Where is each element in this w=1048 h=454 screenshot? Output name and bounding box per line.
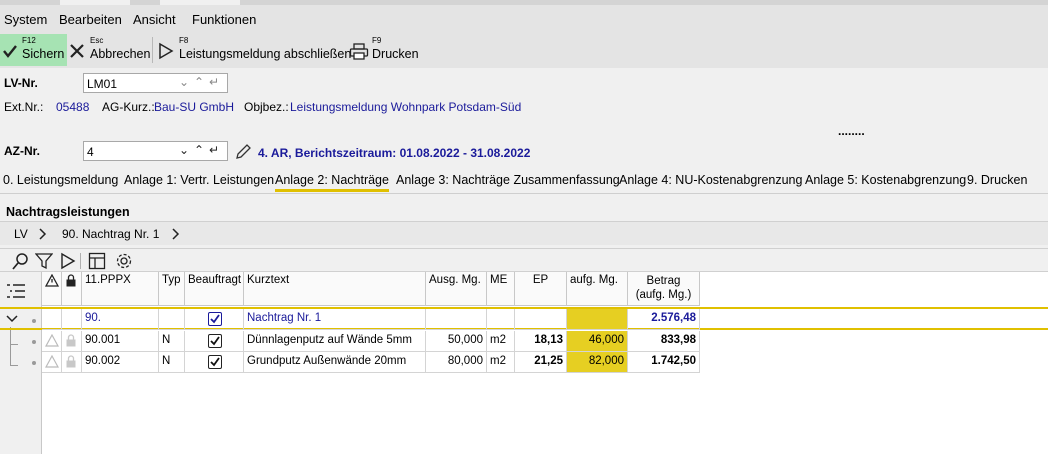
complete-report-button[interactable]: F8 Leistungsmeldung abschließen <box>157 34 351 66</box>
col-me[interactable]: ME <box>487 272 515 306</box>
col-warning[interactable] <box>42 272 62 306</box>
beauftragt-checkbox[interactable] <box>208 355 222 369</box>
enter-icon[interactable]: ↵ <box>209 75 220 89</box>
filter-icon[interactable] <box>35 252 53 270</box>
chevron-right-icon[interactable] <box>171 228 181 240</box>
row-dot <box>32 319 36 323</box>
lock-icon <box>66 355 76 368</box>
window-tab <box>160 0 240 5</box>
ag-value: Bau-SU GmbH <box>154 100 235 114</box>
col-ep[interactable]: EP <box>515 272 567 306</box>
play-icon[interactable] <box>59 252 77 270</box>
print-button[interactable]: F9 Drucken <box>348 34 420 66</box>
lv-label: LV-Nr. <box>4 76 38 90</box>
breadcrumb: LV 90. Nachtrag Nr. 1 <box>0 221 1048 245</box>
cancel-button[interactable]: Esc Abbrechen <box>68 34 150 66</box>
printer-icon <box>349 43 369 60</box>
menu-ansicht[interactable]: Ansicht <box>133 12 176 27</box>
tab-anlage-2[interactable]: Anlage 2: Nachträge <box>275 173 389 192</box>
tab-anlage-5[interactable]: Anlage 5: Kostenabgrenzung <box>805 173 967 187</box>
col-betrag[interactable]: Betrag (aufg. Mg.) <box>628 272 700 306</box>
lv-input[interactable]: LM01 ⌄ ⌃ ↵ <box>83 73 228 93</box>
tab-anlage-3[interactable]: Anlage 3: Nachträge Zusammenfassung <box>396 173 620 187</box>
ext-value: 05488 <box>56 100 90 114</box>
az-input[interactable]: 4 ⌄ ⌃ ↵ <box>83 141 228 161</box>
row-dot <box>32 340 36 344</box>
tab-drucken[interactable]: 9. Drucken <box>967 173 1028 187</box>
col-aufg-mg[interactable]: aufg. Mg. <box>567 272 628 306</box>
ext-label: Ext.Nr.: <box>4 100 44 114</box>
data-grid: 11.PPPX Typ Beauftragt Kurztext Ausg. Mg… <box>0 272 1048 454</box>
enter-icon[interactable]: ↵ <box>209 143 220 157</box>
breadcrumb-nachtrag[interactable]: 90. Nachtrag Nr. 1 <box>62 227 160 241</box>
play-icon <box>159 42 174 60</box>
more-dots[interactable]: ........ <box>838 124 865 138</box>
toolbar: F12 Sichern Esc Abbrechen F8 Leistungsme… <box>0 32 1048 68</box>
title-strip <box>0 0 1048 5</box>
warning-icon <box>44 333 60 347</box>
tab-anlage-4[interactable]: Anlage 4: NU-Kostenabgrenzung <box>619 173 803 187</box>
save-button[interactable]: F12 Sichern <box>0 34 67 66</box>
pencil-icon[interactable] <box>234 143 252 161</box>
tree-line <box>10 327 11 365</box>
tab-bar: 0. Leistungsmeldung Anlage 1: Vertr. Lei… <box>0 170 1048 192</box>
tab-leistungsmeldung[interactable]: 0. Leistungsmeldung <box>3 173 119 187</box>
divider <box>0 193 1048 194</box>
list-outline-icon[interactable] <box>6 282 26 300</box>
section-title: Nachtragsleistungen <box>6 205 130 219</box>
chevron-up-icon[interactable]: ⌃ <box>194 143 205 157</box>
az-info: 4. AR, Berichtszeitraum: 01.08.2022 - 31… <box>258 146 531 160</box>
beauftragt-checkbox[interactable] <box>208 312 222 326</box>
col-typ[interactable]: Typ <box>159 272 185 306</box>
tree-line <box>10 365 18 366</box>
toolbar-separator <box>80 253 81 269</box>
toolbar-separator <box>152 37 153 63</box>
row-dot <box>32 361 36 365</box>
objbez-value: Leistungsmeldung Wohnpark Potsdam-Süd <box>290 100 522 114</box>
grid-toolbar <box>0 248 1048 272</box>
ag-label: AG-Kurz.: <box>102 100 155 114</box>
objbez-label: Objbez.: <box>244 100 289 114</box>
chevron-right-icon <box>39 228 47 240</box>
gear-icon[interactable] <box>115 252 133 270</box>
checkmark-icon <box>3 45 17 58</box>
menu-funktionen[interactable]: Funktionen <box>192 12 257 27</box>
warning-icon <box>44 273 60 287</box>
chevron-up-icon[interactable]: ⌃ <box>194 75 205 89</box>
row-indicator-pane <box>0 272 42 454</box>
col-lock[interactable] <box>62 272 82 306</box>
menu-bar: System Bearbeiten Ansicht Funktionen <box>0 5 1048 32</box>
warning-icon <box>44 354 60 368</box>
close-icon <box>70 44 84 58</box>
chevron-down-icon[interactable] <box>6 314 18 324</box>
layout-icon[interactable] <box>88 252 106 270</box>
col-beauftragt[interactable]: Beauftragt <box>185 272 244 306</box>
search-icon[interactable] <box>12 252 30 270</box>
menu-system[interactable]: System <box>4 12 48 27</box>
chevron-down-icon[interactable]: ⌄ <box>179 143 190 157</box>
tab-anlage-1[interactable]: Anlage 1: Vertr. Leistungen <box>124 173 275 187</box>
breadcrumb-lv[interactable]: LV <box>14 227 28 241</box>
col-pos[interactable]: 11.PPPX <box>82 272 159 306</box>
tree-line <box>10 344 18 345</box>
lock-icon <box>66 274 76 287</box>
chevron-down-icon[interactable]: ⌄ <box>179 75 190 89</box>
col-ausg-mg[interactable]: Ausg. Mg. <box>426 272 487 306</box>
beauftragt-checkbox[interactable] <box>208 334 222 348</box>
az-label: AZ-Nr. <box>4 144 40 158</box>
menu-bearbeiten[interactable]: Bearbeiten <box>59 12 122 27</box>
col-kurztext[interactable]: Kurztext <box>244 272 426 306</box>
window-tab <box>60 0 130 5</box>
lock-icon <box>66 334 76 347</box>
